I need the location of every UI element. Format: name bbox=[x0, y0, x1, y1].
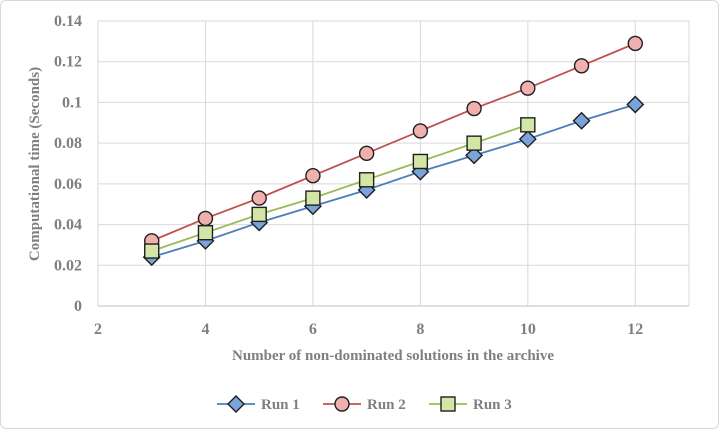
data-point-diamond bbox=[572, 111, 591, 130]
x-tick-label: 6 bbox=[309, 321, 317, 338]
y-tick-label: 0 bbox=[74, 298, 82, 315]
y-tick-label: 0.04 bbox=[54, 217, 82, 234]
data-point-diamond bbox=[227, 395, 245, 413]
x-tick-label: 8 bbox=[416, 321, 424, 338]
y-tick-label: 0.12 bbox=[54, 54, 82, 71]
x-tick-label: 4 bbox=[201, 321, 209, 338]
series-3 bbox=[144, 117, 536, 259]
data-point-circle bbox=[358, 145, 375, 162]
data-point-square bbox=[520, 117, 536, 133]
x-tick-label: 12 bbox=[627, 321, 643, 338]
series-line bbox=[151, 42, 636, 242]
data-point-circle bbox=[305, 168, 321, 184]
y-tick-label: 0.14 bbox=[54, 13, 82, 30]
data-point-circle bbox=[627, 35, 643, 52]
data-point-circle bbox=[573, 58, 590, 74]
data-point-square bbox=[466, 135, 482, 151]
y-tick-label: 0.1 bbox=[62, 94, 82, 111]
legend-item-3: Run 3 bbox=[429, 396, 512, 413]
y-tick-label: 0.02 bbox=[54, 257, 82, 274]
data-point-square bbox=[251, 206, 267, 223]
data-point-diamond bbox=[518, 130, 537, 149]
y-tick-label: 0.06 bbox=[54, 176, 82, 193]
legend-label: Run 2 bbox=[367, 397, 406, 413]
data-point-square bbox=[305, 190, 321, 206]
data-point-circle bbox=[412, 123, 429, 139]
legend-item-2: Run 2 bbox=[323, 396, 406, 413]
data-point-circle bbox=[251, 190, 267, 206]
data-point-diamond bbox=[626, 95, 645, 114]
data-point-diamond bbox=[465, 146, 484, 165]
series-line bbox=[151, 123, 529, 252]
y-tick-label: 0.08 bbox=[54, 135, 82, 152]
series-1 bbox=[142, 95, 645, 267]
legend: Run 1 Run 2 Run 3 bbox=[217, 395, 512, 413]
series-line bbox=[151, 103, 636, 259]
data-point-circle bbox=[197, 210, 214, 227]
data-point-square bbox=[197, 225, 214, 241]
grid bbox=[97, 20, 690, 307]
data-point-square bbox=[440, 396, 456, 412]
series-2 bbox=[144, 35, 643, 249]
series-group bbox=[142, 35, 645, 267]
data-point-circle bbox=[520, 80, 536, 96]
data-point-square bbox=[412, 153, 429, 170]
data-point-square bbox=[144, 243, 160, 259]
data-point-square bbox=[358, 172, 375, 188]
y-axis-title: Computational time (Seconds) bbox=[27, 67, 43, 261]
data-point-circle bbox=[466, 100, 482, 117]
legend-label: Run 1 bbox=[261, 397, 300, 413]
x-tick-label: 2 bbox=[94, 321, 102, 338]
axes: 2 4 6 8 10 12 0 0.02 0.04 0.06 0.08 0.1 0.12 0.14 bbox=[54, 13, 689, 338]
legend-item-1: Run 1 bbox=[217, 395, 300, 413]
x-axis-title: Number of non-dominated solutions in the… bbox=[232, 348, 554, 364]
data-point-circle bbox=[334, 396, 350, 412]
legend-label: Run 3 bbox=[473, 397, 512, 413]
x-tick-label: 10 bbox=[520, 321, 536, 338]
